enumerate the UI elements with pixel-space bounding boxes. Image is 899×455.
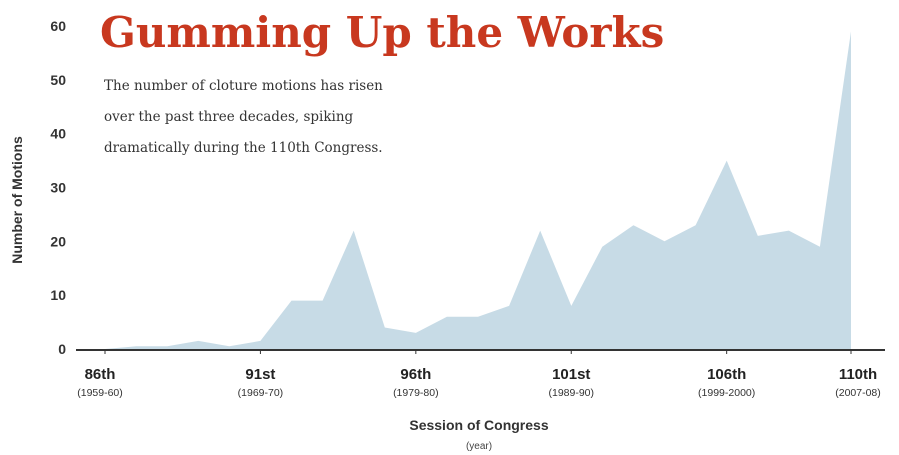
y-tick-label: 60 [50, 18, 66, 34]
x-axis-ticks: 86th (1959-60) 91st (1969-70) 96th (1979-80) 1… [77, 350, 881, 399]
y-axis-ticks: 0 10 20 30 40 50 60 [50, 18, 66, 357]
area-layer [105, 31, 851, 350]
x-axis-title: Session of Congress [409, 417, 548, 433]
x-tick-sublabel: (1979-80) [393, 387, 439, 399]
x-tick-label: 110th [839, 366, 877, 383]
x-tick-label: 101st [552, 366, 590, 383]
x-axis-subtitle: (year) [466, 441, 492, 452]
x-tick-sublabel: (1989-90) [548, 387, 594, 399]
x-tick-label: 91st [245, 366, 275, 383]
chart-title: Gumming Up the Works [100, 8, 664, 57]
chart-subtitle-line-3: dramatically during the 110th Congress. [104, 140, 383, 156]
chart-subtitle-line-2: over the past three decades, spiking [104, 109, 354, 125]
y-tick-label: 20 [50, 233, 66, 249]
x-tick-sublabel: (1959-60) [77, 387, 123, 399]
y-tick-label: 30 [50, 180, 66, 196]
y-tick-label: 10 [50, 287, 66, 303]
y-axis-title: Number of Motions [9, 136, 25, 264]
x-tick-label: 86th [85, 366, 116, 383]
series-area [105, 31, 851, 350]
y-tick-label: 40 [50, 126, 66, 142]
x-tick-label: 96th [400, 366, 431, 383]
y-tick-label: 50 [50, 72, 66, 88]
y-tick-label: 0 [58, 341, 66, 357]
x-tick-label: 106th [707, 366, 746, 383]
x-tick-sublabel: (1999-2000) [698, 387, 755, 399]
chart-subtitle-line-1: The number of cloture motions has risen [104, 78, 383, 94]
x-tick-sublabel: (1969-70) [238, 387, 284, 399]
x-tick-sublabel: (2007-08) [835, 387, 881, 399]
